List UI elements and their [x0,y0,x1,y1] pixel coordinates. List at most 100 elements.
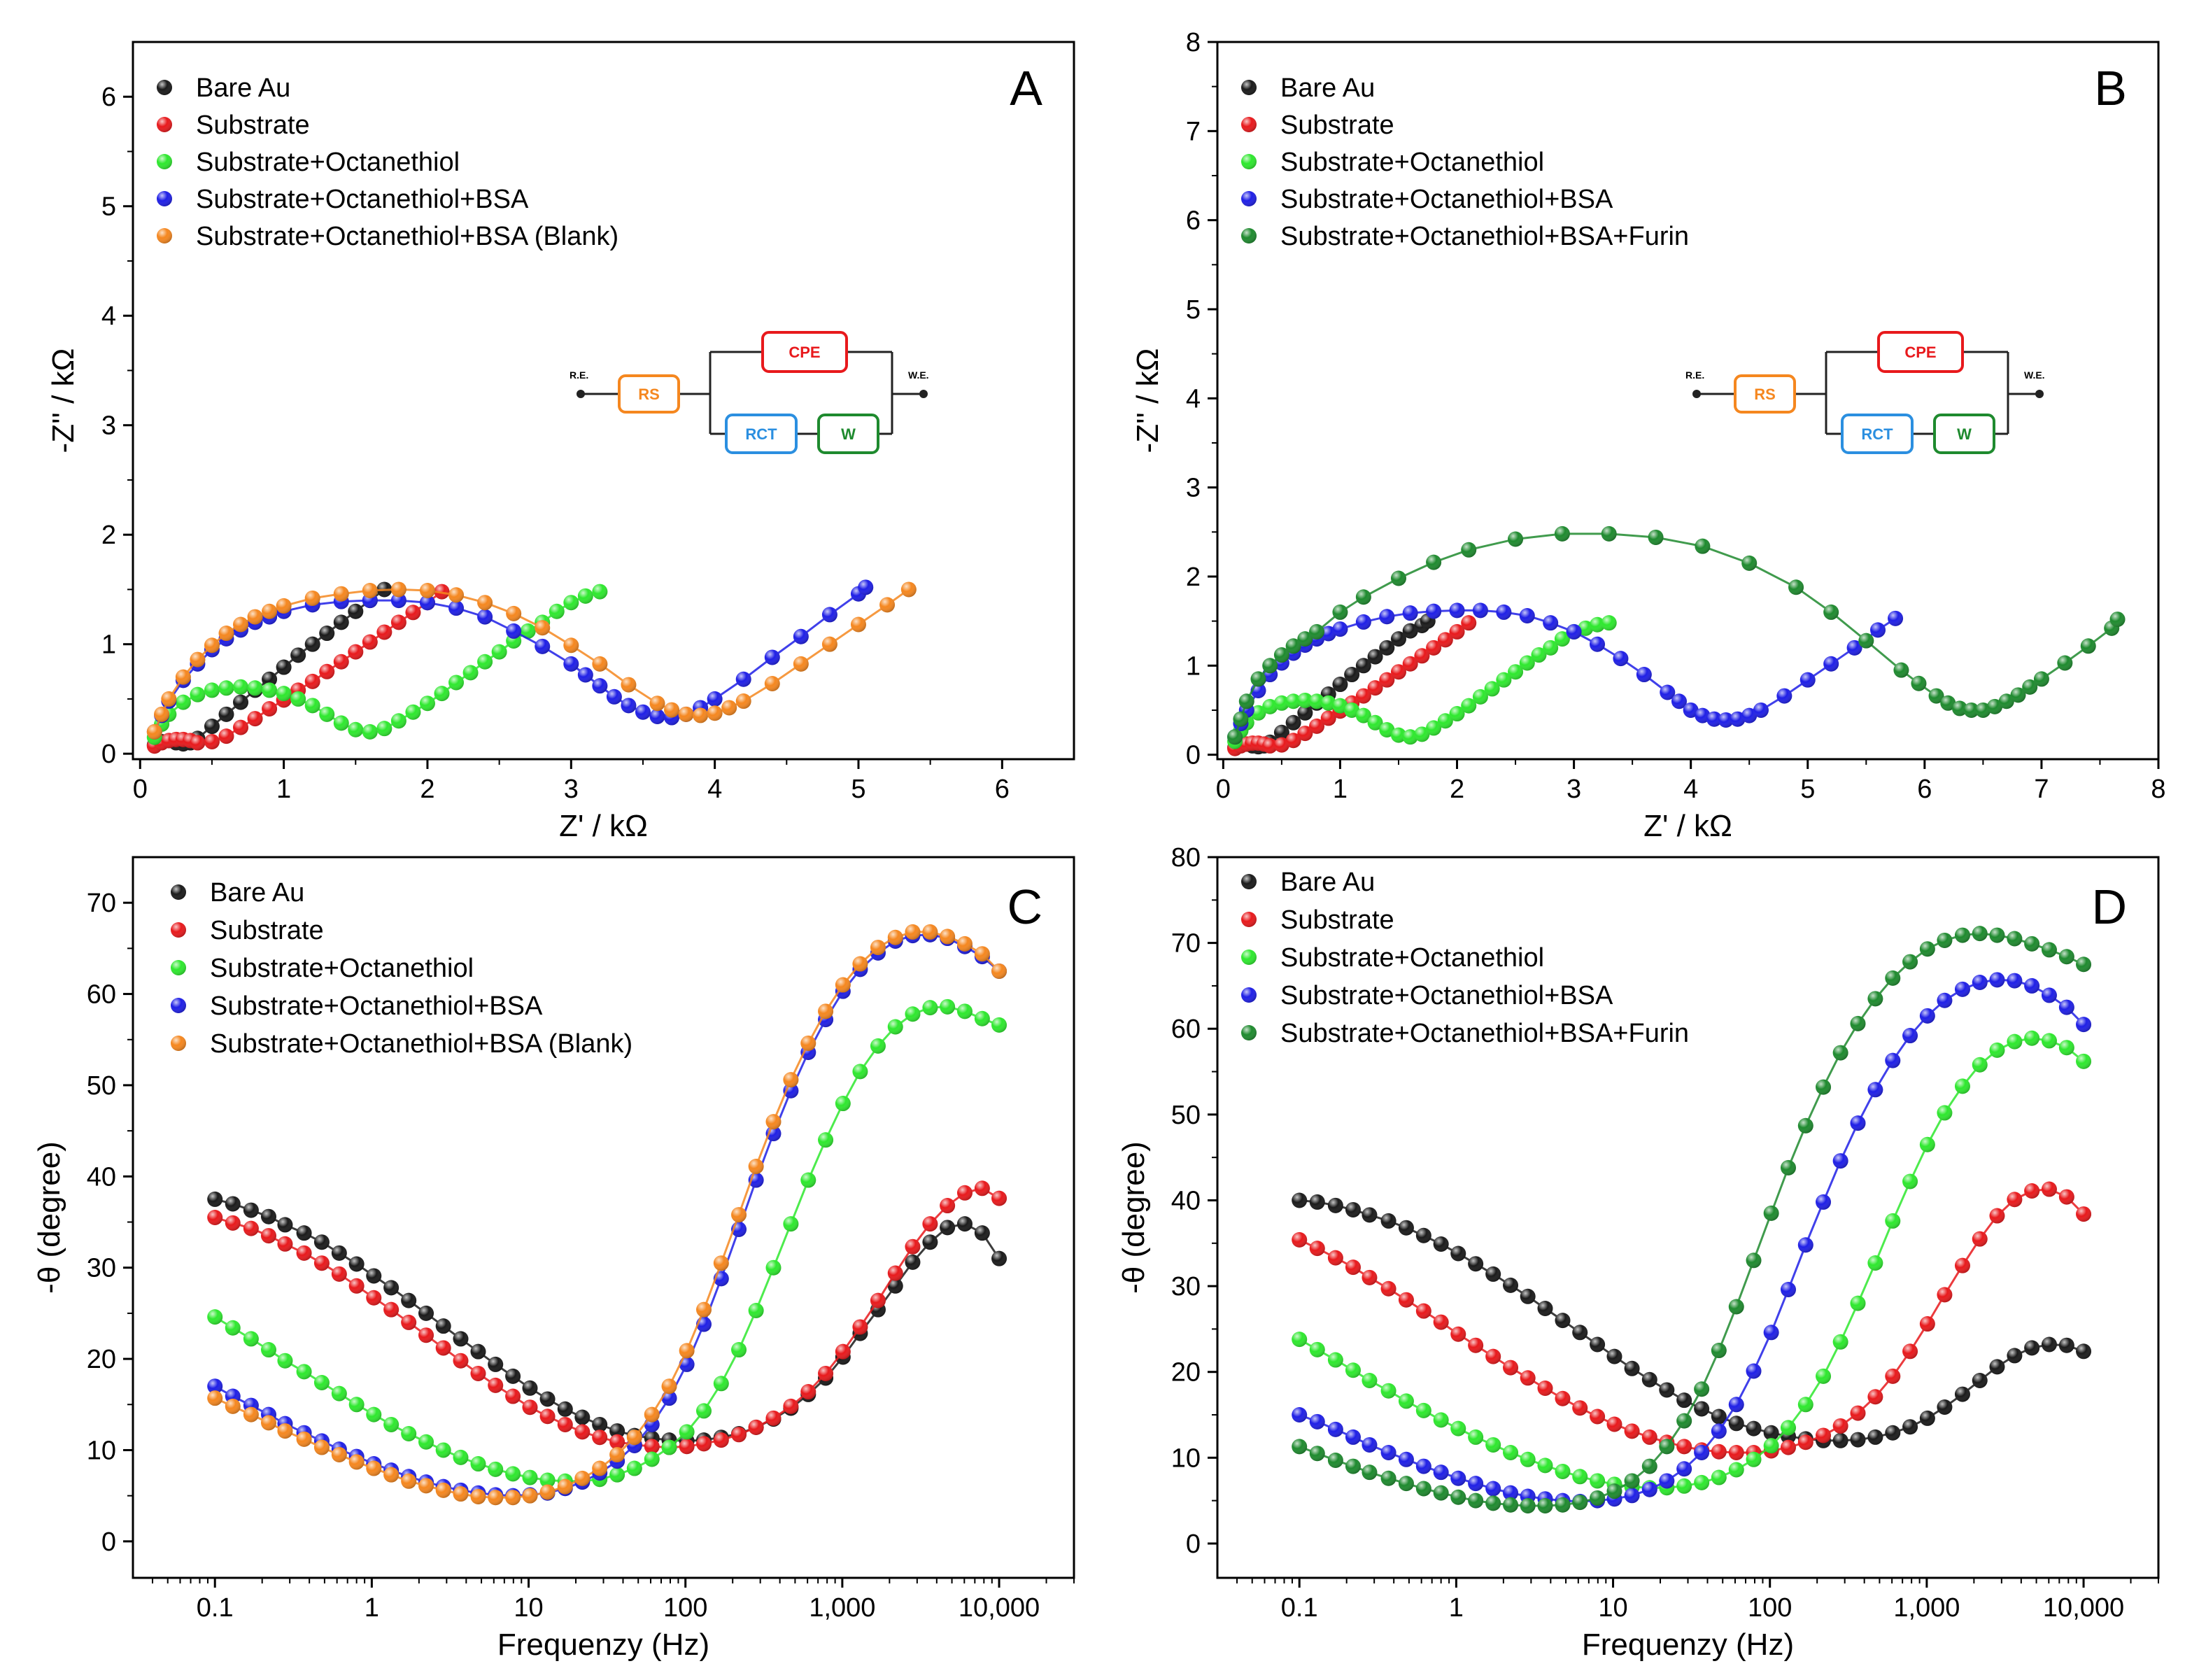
data-point-shine [1503,1444,1519,1460]
data-point-shine [488,1377,504,1393]
data-point-shine [419,583,435,599]
data-point-shine [1285,714,1301,730]
data-point-shine [563,595,579,611]
data-point-shine [1309,693,1325,710]
data-point-shine [1888,610,1904,626]
data-point-shine [922,1234,938,1250]
data-point-shine [1450,1489,1466,1505]
data-point-shine [506,623,522,639]
data-point-shine [1867,1255,1883,1271]
data-point-shine [1590,616,1606,633]
data-point-shine [1763,1325,1779,1341]
y-tick-label: 1 [101,630,116,660]
data-point-shine [1433,1464,1449,1481]
data-point-shine [2080,638,2096,654]
y-axis-title: -Z'' / kΩ [1131,348,1165,453]
data-point-shine [1262,698,1278,714]
data-point-shine [1355,589,1371,605]
data-point-shine [940,998,956,1015]
data-point-shine [1972,926,1988,942]
data-point-shine [435,1442,451,1458]
data-point-shine [1972,1231,1988,1247]
data-point-shine [956,1216,973,1232]
data-point-shine [764,649,780,665]
legend-marker-shine [1241,191,1257,206]
data-point-shine [453,1353,469,1369]
data-point-shine [609,1423,625,1439]
data-point-shine [1327,1421,1343,1437]
data-point-shine [1937,992,1953,1008]
data-point-shine [488,1490,504,1506]
series-3 [1227,615,1617,749]
data-point-shine [1285,693,1301,710]
fit-line [214,1187,1000,1449]
data-point-shine [1327,1197,1343,1213]
data-point-shine [1320,695,1336,711]
data-point-shine [626,1430,642,1446]
data-point-shine [462,665,479,681]
data-point-shine [1606,1483,1622,1499]
data-point-shine [470,1343,486,1360]
legend-item: Substrate+Octanethiol [157,148,460,177]
legend-label: Bare Au [210,878,304,908]
y-tick-label: 50 [1171,1101,1201,1130]
y-tick-label: 5 [101,192,116,222]
fit-line [1299,978,2085,1503]
x-tick-label: 10,000 [959,1593,1040,1623]
data-point-shine [1902,1173,1918,1190]
data-point-shine [1433,1412,1449,1428]
data-point-shine [348,1278,365,1294]
equivalent-circuit: R.E. W.E. RS CPE RCT W [1685,331,2045,454]
series-5 [146,581,917,740]
circuit-rs-label: RS [638,386,660,403]
data-point-shine [520,623,536,639]
data-point-shine [218,728,234,744]
legend-item: Substrate+Octanethiol+BSA (Blank) [171,1029,632,1059]
data-point-shine [940,929,956,945]
series-3 [207,998,1007,1489]
circuit-terminal [2035,390,2044,398]
circuit-terminal [919,390,928,398]
legend-item: Substrate+Octanethiol+BSA+Furin [1241,1019,1689,1048]
data-point-shine [207,1390,223,1406]
data-point-shine [1850,1015,1866,1031]
data-point-shine [1292,1407,1308,1423]
data-point-shine [1297,631,1313,647]
data-point-shine [1554,631,1570,647]
x-tick-label: 0 [133,775,148,804]
data-point-shine [765,1259,782,1276]
data-point-shine [1414,648,1430,664]
data-point-shine [435,1318,451,1334]
legend-item: Substrate+Octanethiol [1241,943,1544,973]
data-point-shine [1503,1277,1519,1293]
data-point-shine [1485,1348,1501,1364]
data-point-shine [735,671,751,687]
data-point-shine [1309,1446,1325,1462]
data-point-shine [1694,1474,1710,1490]
data-point-shine [1781,1420,1797,1436]
x-tick-label: 100 [663,1593,707,1623]
data-point-shine [1781,1159,1797,1176]
data-point-shine [2058,1040,2074,1056]
data-point-shine [696,1436,712,1452]
data-point-shine [626,1460,642,1476]
data-point-shine [1816,1368,1832,1384]
data-point-shine [707,705,723,721]
data-point-shine [505,1490,521,1506]
data-point-shine [621,698,637,714]
data-point-shine [2033,671,2049,687]
y-tick-label: 2 [1186,563,1201,592]
data-point-shine [204,719,220,735]
data-point-shine [974,1180,990,1197]
data-point-shine [721,700,737,716]
data-point-shine [1344,702,1360,718]
data-point-shine [1799,672,1816,688]
data-point-shine [765,1410,782,1426]
legend-marker-shine [1241,987,1257,1003]
circuit-we-label: W.E. [908,369,929,381]
data-point-shine [1746,1363,1762,1379]
legend-marker-shine [157,80,172,95]
legend-marker-shine [157,191,172,206]
data-point-shine [905,1006,921,1022]
x-tick-label: 1,000 [809,1593,875,1623]
